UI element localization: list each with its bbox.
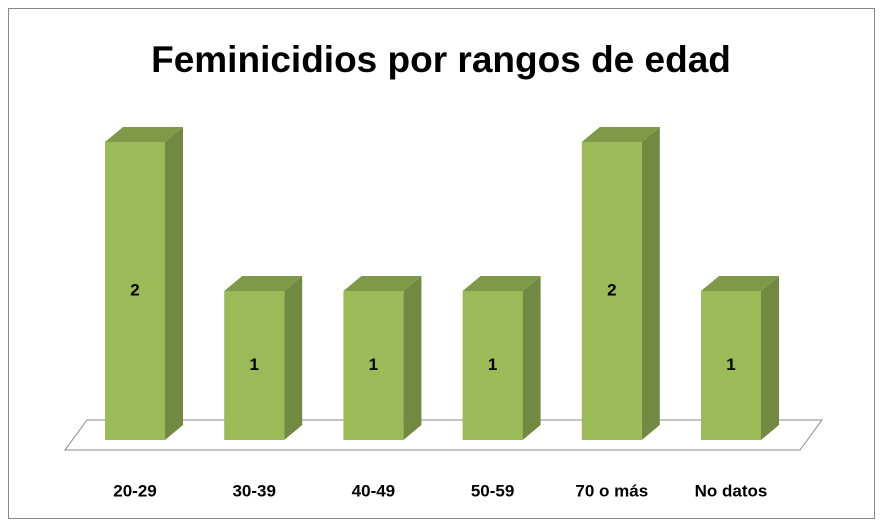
x-tick-label: 40-49 (352, 481, 395, 500)
data-label: 2 (607, 280, 616, 299)
bar-top (224, 276, 303, 291)
bar-side (641, 127, 660, 440)
chart-title: Feminicidios por rangos de edad (151, 39, 731, 80)
bar-top (105, 127, 183, 142)
bar-front (224, 291, 285, 440)
x-tick-label: 50-59 (471, 481, 514, 500)
bar (701, 276, 779, 440)
bar (343, 276, 422, 440)
bar-top (462, 276, 541, 291)
bar-top (343, 276, 422, 291)
bar-front (701, 291, 761, 440)
bar (581, 127, 660, 440)
data-label: 2 (130, 280, 139, 299)
bar-side (284, 276, 303, 440)
bar-front (462, 291, 523, 440)
bar-front (343, 291, 404, 440)
bar-side (165, 127, 183, 440)
data-label: 1 (488, 355, 497, 374)
bar (105, 127, 183, 440)
data-label: 1 (249, 355, 258, 374)
bar (462, 276, 541, 440)
bar-side (761, 276, 779, 440)
x-tick-label: 20-29 (113, 481, 156, 500)
bar-top (701, 276, 779, 291)
bar-side (403, 276, 422, 440)
bar-front (581, 142, 642, 440)
x-tick-label: 30-39 (232, 481, 275, 500)
bar-side (522, 276, 541, 440)
x-tick-label: No datos (695, 481, 768, 500)
data-label: 1 (369, 355, 378, 374)
bar (224, 276, 303, 440)
bar-top (581, 127, 660, 142)
bar-front (105, 142, 165, 440)
data-label: 1 (726, 355, 735, 374)
x-tick-label: 70 o más (575, 481, 648, 500)
